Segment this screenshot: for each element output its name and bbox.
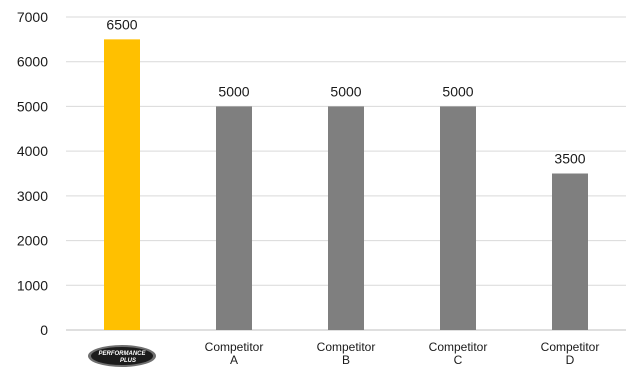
data-label: 5000 (330, 83, 361, 99)
logo-text-line2: PLUS (120, 358, 136, 364)
y-tick-label: 6000 (17, 54, 48, 70)
bar (440, 106, 476, 330)
logo-badge (91, 347, 153, 365)
data-labels: 6500 5000 5000 5000 3500 (106, 16, 585, 166)
bars (104, 39, 588, 330)
y-tick-label: 4000 (17, 143, 48, 159)
y-tick-label: 2000 (17, 233, 48, 249)
data-label: 5000 (442, 83, 473, 99)
y-tick-label: 7000 (17, 9, 48, 25)
y-tick-label: 1000 (17, 277, 48, 293)
y-axis: 0 1000 2000 3000 4000 5000 6000 7000 (17, 9, 48, 338)
y-tick-label: 5000 (17, 98, 48, 114)
bar (104, 39, 140, 330)
x-tick-label: Competitor A (205, 340, 264, 367)
bar (216, 106, 252, 330)
y-tick-label: 0 (40, 322, 48, 338)
x-tick-label: Competitor B (317, 340, 376, 367)
logo-text-line1: PERFORMANCE (98, 351, 146, 357)
bar (552, 173, 588, 330)
data-label: 5000 (218, 83, 249, 99)
x-tick-label: Competitor C (429, 340, 488, 367)
data-label: 3500 (554, 151, 585, 167)
y-tick-label: 3000 (17, 188, 48, 204)
data-label: 6500 (106, 16, 137, 32)
x-tick-label: Competitor D (541, 340, 600, 367)
bar (328, 106, 364, 330)
